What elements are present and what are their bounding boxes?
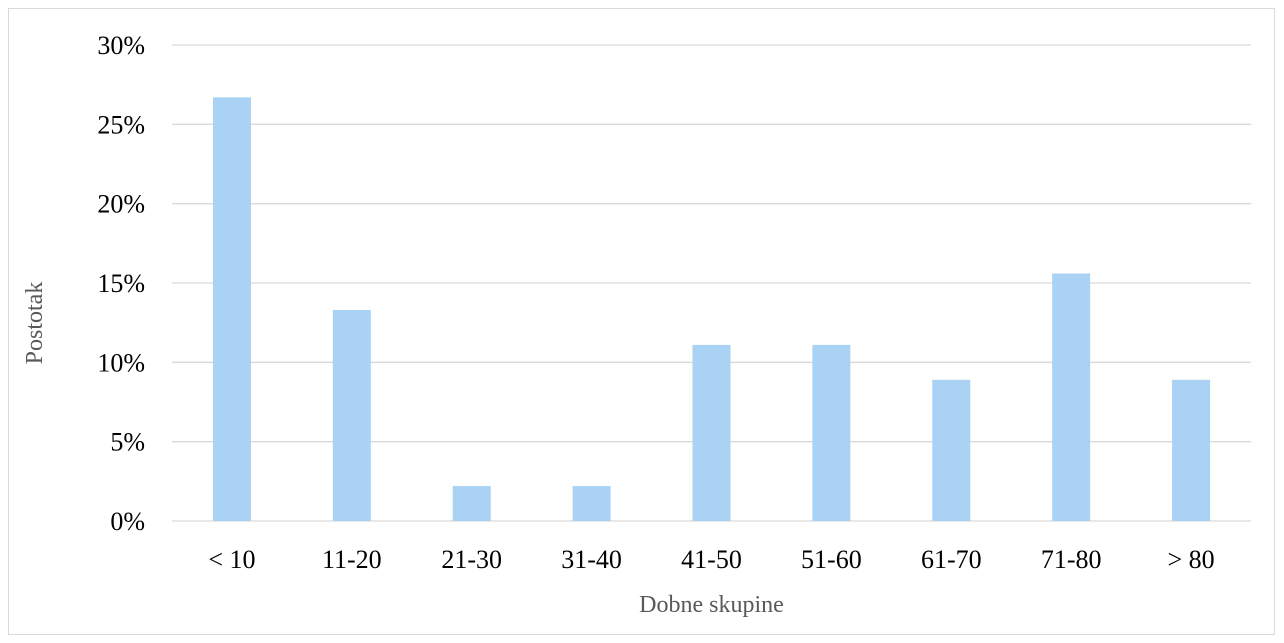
- bar: [1172, 379, 1211, 521]
- bar: [452, 486, 491, 521]
- bar: [332, 309, 371, 521]
- bar: [212, 97, 251, 522]
- x-tick-label: 31-40: [561, 545, 622, 574]
- y-tick-label: 10%: [97, 348, 145, 377]
- x-tick-label: < 10: [208, 545, 255, 574]
- bar: [1052, 273, 1091, 521]
- x-tick-label: 21-30: [441, 545, 502, 574]
- x-tick-labels: < 10 11-20 21-30 31-40 41-50 51-60 61-70 71-80 >…: [208, 545, 1214, 574]
- y-tick-label: 25%: [97, 110, 145, 139]
- bar: [572, 486, 611, 521]
- y-tick-label: 15%: [97, 269, 145, 298]
- x-tick-label: 71-80: [1041, 545, 1102, 574]
- bar: [932, 379, 971, 521]
- x-tick-label: 51-60: [801, 545, 862, 574]
- x-tick-label: 41-50: [681, 545, 742, 574]
- x-tick-label: > 80: [1167, 545, 1214, 574]
- y-tick-label: 0%: [110, 507, 145, 536]
- x-axis-title: Dobne skupine: [639, 592, 784, 618]
- y-axis-title: Postotak: [22, 282, 48, 365]
- y-tick-label: 20%: [97, 190, 145, 219]
- y-tick-label: 30%: [97, 31, 145, 60]
- bar: [692, 344, 731, 521]
- bars: [212, 97, 1211, 522]
- y-tick-label: 5%: [110, 428, 145, 457]
- bar: [812, 344, 851, 521]
- y-tick-labels: 0% 5% 10% 15% 20% 25% 30%: [97, 31, 145, 536]
- x-tick-label: 61-70: [921, 545, 982, 574]
- x-tick-label: 11-20: [322, 545, 382, 574]
